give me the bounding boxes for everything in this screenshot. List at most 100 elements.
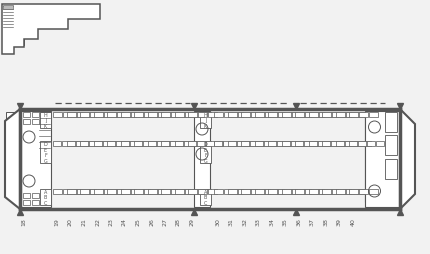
Bar [384, 113, 396, 133]
Bar [40, 189, 51, 205]
Bar [80, 141, 88, 146]
Bar [147, 141, 156, 146]
Bar [241, 141, 249, 146]
Text: H: H [43, 113, 47, 118]
Text: D: D [204, 142, 207, 147]
Bar [349, 189, 358, 194]
Bar [238, 189, 247, 194]
Bar [80, 189, 89, 194]
Text: G: G [204, 158, 207, 163]
Bar [67, 141, 74, 146]
Bar [255, 141, 262, 146]
Bar [332, 189, 341, 194]
Bar [80, 141, 88, 146]
Text: 38: 38 [323, 217, 329, 225]
Bar [344, 141, 353, 146]
Bar [168, 113, 177, 118]
Bar [202, 141, 209, 146]
Bar [214, 113, 223, 118]
Bar [114, 113, 123, 118]
Bar [198, 189, 207, 194]
Polygon shape [2, 5, 100, 55]
Text: B: B [44, 195, 47, 200]
Bar [40, 141, 51, 163]
Bar [319, 189, 328, 194]
Text: K: K [44, 123, 47, 128]
Bar [69, 6, 97, 18]
Bar [89, 141, 97, 146]
Bar [282, 189, 291, 194]
Bar [384, 159, 396, 179]
Polygon shape [400, 109, 415, 209]
Bar [134, 141, 142, 146]
Text: J: J [205, 118, 206, 123]
Bar [380, 115, 397, 159]
Text: 25: 25 [135, 217, 141, 225]
Bar [315, 189, 324, 194]
Bar [302, 189, 311, 194]
Text: 19: 19 [55, 217, 59, 225]
Bar [349, 141, 357, 146]
Bar [188, 189, 197, 194]
Bar [349, 113, 358, 118]
Bar [23, 113, 30, 118]
Bar [335, 141, 344, 146]
Bar [255, 189, 264, 194]
Bar [248, 189, 257, 194]
Bar [265, 189, 274, 194]
Text: E: E [204, 147, 207, 152]
Bar [227, 189, 236, 194]
Bar [104, 189, 113, 194]
Bar [237, 141, 245, 146]
Bar [329, 113, 338, 118]
Bar [90, 189, 99, 194]
Bar [317, 141, 326, 146]
Bar [134, 189, 143, 194]
Bar [25, 15, 37, 27]
Bar [188, 113, 197, 118]
Bar [117, 189, 126, 194]
Bar [40, 113, 51, 129]
Bar [161, 141, 169, 146]
Bar [346, 189, 355, 194]
Bar [194, 112, 210, 207]
Bar [259, 141, 267, 146]
Text: 31: 31 [229, 217, 234, 225]
Bar [93, 113, 102, 118]
Bar [152, 141, 160, 146]
Bar [144, 113, 153, 118]
Bar [120, 189, 129, 194]
Bar [157, 141, 165, 146]
Bar [308, 141, 316, 146]
Bar [356, 189, 365, 194]
Bar [131, 113, 140, 118]
Bar [67, 189, 76, 194]
Bar [362, 141, 371, 146]
Bar [67, 113, 76, 118]
Bar [369, 189, 378, 194]
Text: 37: 37 [310, 217, 315, 225]
Bar [134, 113, 143, 118]
Bar [197, 141, 205, 146]
Bar [308, 113, 317, 118]
Bar [193, 141, 200, 146]
Bar [365, 112, 399, 207]
Bar [295, 189, 304, 194]
Bar [141, 113, 150, 118]
Bar [291, 141, 298, 146]
Bar [74, 189, 83, 194]
Bar [63, 113, 72, 118]
Bar [53, 113, 62, 118]
Bar [241, 113, 250, 118]
Bar [53, 189, 62, 194]
Bar [349, 141, 357, 146]
Bar [181, 113, 190, 118]
Bar [107, 141, 115, 146]
Bar [359, 189, 368, 194]
Bar [335, 113, 344, 118]
Text: H: H [204, 113, 207, 118]
Bar [353, 141, 362, 146]
Bar [223, 141, 231, 146]
Bar [224, 113, 233, 118]
Bar [16, 23, 23, 27]
